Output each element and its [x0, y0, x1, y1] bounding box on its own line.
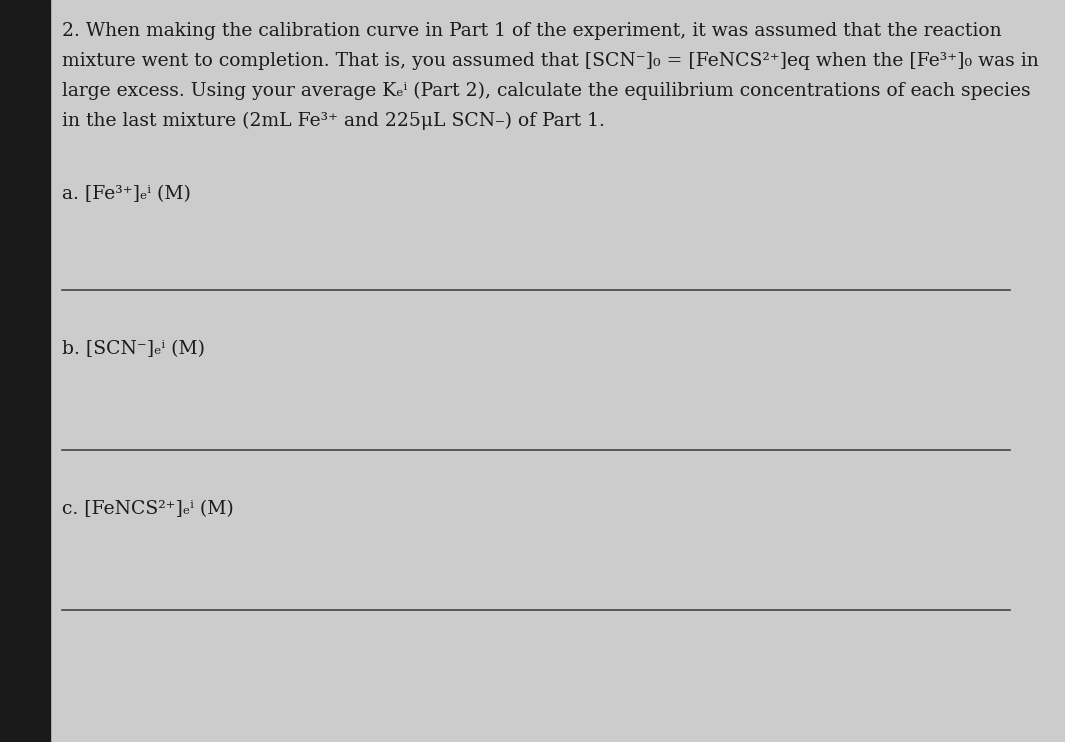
Bar — [0, 0, 50, 742]
Text: 2. When making the calibration curve in Part 1 of the experiment, it was assumed: 2. When making the calibration curve in … — [62, 22, 1001, 40]
Text: mixture went to completion. That is, you assumed that [SCN⁻]₀ = [FeNCS²⁺]eq when: mixture went to completion. That is, you… — [62, 52, 1038, 70]
Text: c. [FeNCS²⁺]ₑⁱ (M): c. [FeNCS²⁺]ₑⁱ (M) — [62, 500, 233, 518]
Text: in the last mixture (2mL Fe³⁺ and 225μL SCN–) of Part 1.: in the last mixture (2mL Fe³⁺ and 225μL … — [62, 112, 605, 131]
Text: b. [SCN⁻]ₑⁱ (M): b. [SCN⁻]ₑⁱ (M) — [62, 340, 204, 358]
Text: a. [Fe³⁺]ₑⁱ (M): a. [Fe³⁺]ₑⁱ (M) — [62, 185, 191, 203]
Text: large excess. Using your average Kₑⁱ (Part 2), calculate the equilibrium concent: large excess. Using your average Kₑⁱ (Pa… — [62, 82, 1031, 100]
